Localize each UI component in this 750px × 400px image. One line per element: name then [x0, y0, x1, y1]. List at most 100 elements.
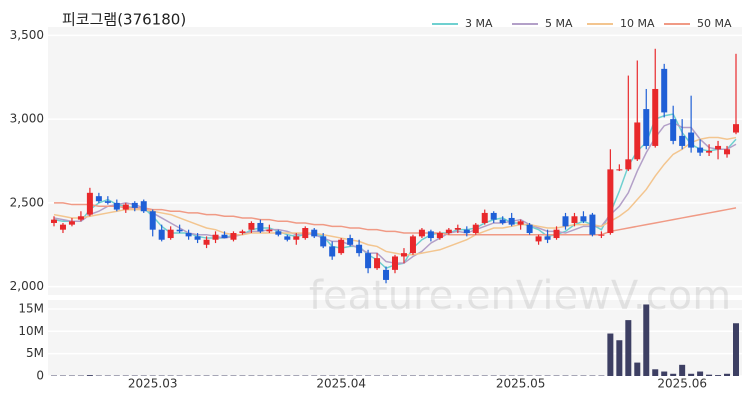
- candle-body: [59, 224, 66, 230]
- ma-line: [53, 136, 737, 256]
- candle-body: [329, 246, 336, 257]
- y-tick-label: 2,500: [10, 195, 44, 209]
- candle-body: [68, 221, 75, 225]
- legend-label: 50 MA: [697, 17, 732, 30]
- x-tick-label: 2025.04: [316, 377, 366, 391]
- volume-bar: [679, 364, 686, 376]
- candle-body: [643, 109, 650, 146]
- candle-body: [526, 224, 533, 234]
- candle-body: [311, 229, 318, 237]
- y-tick-label: 15M: [18, 301, 44, 315]
- candle-body: [167, 229, 174, 239]
- candle-body: [158, 229, 165, 240]
- candle-body: [239, 231, 246, 234]
- candle-body: [553, 229, 560, 239]
- candle-body: [257, 222, 264, 232]
- candle-body: [302, 228, 309, 239]
- x-tick-label: 2025.06: [657, 377, 707, 391]
- volume-bar: [688, 373, 695, 376]
- candle-body: [463, 229, 470, 234]
- candle-body: [140, 201, 147, 212]
- y-tick-label: 3,000: [10, 112, 44, 126]
- candle-body: [131, 202, 138, 208]
- candle-body: [212, 234, 219, 240]
- volume-bar: [661, 371, 668, 376]
- candle-body: [652, 88, 659, 146]
- candle-body: [176, 229, 183, 232]
- ma-line: [54, 202, 737, 236]
- y-tick-label: 3,500: [10, 28, 44, 42]
- candle-body: [149, 211, 156, 230]
- x-tick-label: 2025.03: [128, 377, 178, 391]
- chart-title: 피코그램(376180): [62, 11, 186, 29]
- y-tick-label: 2,000: [10, 279, 44, 293]
- x-tick-label: 2025.05: [496, 377, 546, 391]
- candle-body: [427, 231, 434, 239]
- candle-body: [77, 216, 84, 220]
- candle-body: [472, 224, 479, 234]
- candle-body: [616, 169, 623, 171]
- candle-body: [607, 169, 614, 234]
- candle-body: [95, 196, 102, 202]
- candle-body: [715, 145, 722, 150]
- y-tick-label: 0: [36, 369, 44, 383]
- candle-body: [275, 231, 282, 235]
- volume-bar: [724, 373, 731, 376]
- candle-body: [113, 202, 120, 210]
- candle-body: [724, 149, 731, 155]
- candle-body: [230, 233, 237, 240]
- volume-bar: [670, 373, 677, 376]
- watermark: feature.enViewV.com: [309, 273, 731, 319]
- candle-body: [392, 256, 398, 270]
- candle-body: [688, 132, 695, 148]
- volume-bar: [697, 371, 704, 376]
- candle-body: [51, 219, 57, 223]
- candle-body: [625, 159, 632, 170]
- candle-body: [580, 216, 587, 222]
- candle-body: [679, 135, 686, 146]
- candle-body: [445, 229, 452, 234]
- candle-body: [374, 258, 381, 269]
- candle-body: [589, 214, 596, 235]
- candle-body: [481, 212, 488, 223]
- candle-body: [203, 239, 210, 245]
- candle-body: [454, 228, 461, 230]
- candle-body: [544, 236, 551, 240]
- candle-body: [86, 192, 93, 215]
- candle-body: [320, 236, 327, 247]
- volume-bar: [733, 323, 739, 376]
- candle-body: [634, 122, 641, 160]
- y-tick-label: 5M: [26, 346, 44, 360]
- legend-label: 10 MA: [620, 17, 655, 30]
- legend-label: 5 MA: [545, 17, 573, 30]
- candle-body: [365, 253, 372, 269]
- volume-bar: [616, 340, 623, 376]
- candle-body: [670, 119, 677, 141]
- candle-body: [733, 124, 739, 133]
- candle-body: [598, 234, 605, 236]
- candle-body: [383, 269, 390, 280]
- volume-bar: [625, 320, 632, 376]
- volume-bar: [715, 375, 722, 376]
- candle-body: [400, 253, 407, 257]
- volume-bar: [634, 362, 641, 376]
- candle-body: [122, 204, 129, 210]
- volume-bar: [652, 369, 659, 376]
- candle-body: [338, 239, 345, 254]
- candle-body: [347, 238, 354, 245]
- candle-body: [661, 68, 668, 113]
- y-tick-label: 10M: [18, 324, 44, 338]
- candle-body: [221, 234, 228, 239]
- legend-label: 3 MA: [465, 17, 493, 30]
- volume-bar: [706, 374, 713, 376]
- candle-body: [490, 212, 497, 220]
- volume-bar: [643, 304, 650, 376]
- candle-body: [194, 236, 201, 240]
- candle-body: [562, 216, 569, 227]
- candle-body: [293, 236, 300, 240]
- candle-body: [535, 236, 542, 242]
- candle-body: [571, 216, 578, 223]
- volume-bar: [607, 333, 614, 376]
- candle-body: [266, 229, 273, 232]
